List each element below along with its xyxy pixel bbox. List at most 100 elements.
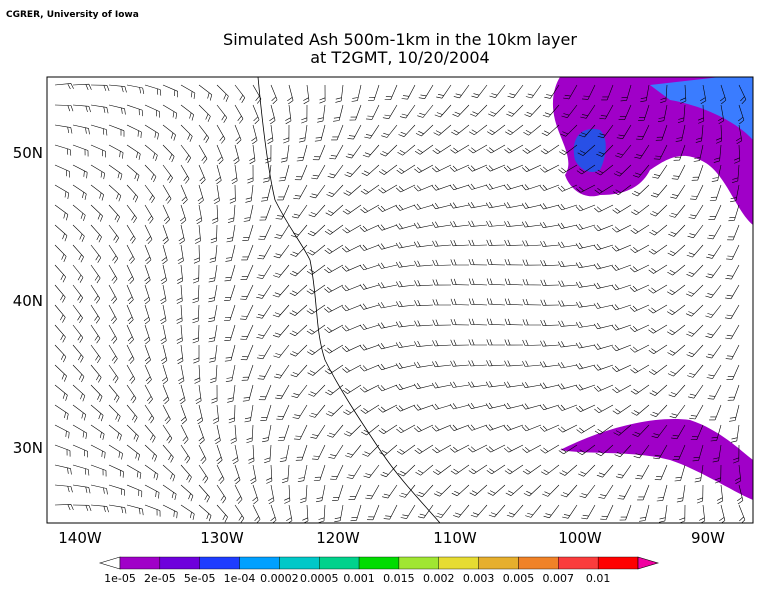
wind-barb	[126, 484, 143, 498]
wind-barb	[180, 104, 194, 121]
wind-barb	[180, 124, 193, 142]
wind-barb	[198, 104, 211, 122]
wind-barb	[126, 124, 142, 139]
wind-barb	[413, 404, 434, 411]
wind-barb	[522, 360, 542, 367]
colorbar-box	[398, 556, 439, 570]
wind-barb	[324, 264, 344, 274]
wind-barb	[330, 464, 344, 480]
wind-barb	[487, 484, 506, 496]
wind-barb	[306, 304, 326, 315]
wind-barb	[432, 259, 452, 266]
wind-barb	[382, 104, 398, 119]
wind-barb	[730, 424, 740, 443]
colorbar-box	[597, 556, 639, 570]
wind-barb	[575, 384, 596, 391]
wind-barb	[108, 224, 119, 244]
wind-barb	[72, 124, 90, 135]
wind-barb	[593, 364, 614, 371]
wind-barb	[72, 144, 89, 157]
wind-barb	[468, 360, 488, 367]
wind-barb	[72, 224, 85, 242]
wind-barb	[108, 464, 124, 478]
wind-barb	[486, 360, 506, 367]
wind-barb	[161, 344, 168, 365]
wind-barb	[54, 384, 68, 401]
wind-barb	[359, 264, 380, 271]
wind-barb	[208, 324, 218, 343]
wind-barb	[630, 364, 650, 374]
wind-barb	[467, 202, 488, 209]
wind-barb	[194, 364, 201, 384]
wind-barb	[252, 484, 259, 505]
wind-barb	[485, 164, 506, 172]
wind-barb	[162, 144, 175, 163]
wind-barb	[215, 164, 222, 185]
wind-barb	[244, 404, 254, 423]
wind-barb	[709, 184, 722, 201]
wind-barb	[399, 104, 416, 119]
wind-barb	[503, 202, 524, 209]
wind-barb	[671, 424, 686, 440]
wind-barb	[504, 360, 524, 367]
wind-barb	[669, 404, 686, 419]
wind-barb	[620, 84, 632, 102]
wind-barb	[54, 224, 68, 242]
wind-barb	[575, 321, 596, 328]
ash-plume-core	[573, 129, 606, 172]
wind-barb	[90, 244, 102, 263]
wind-barb	[198, 484, 210, 503]
wind-barb	[728, 204, 740, 222]
wind-barb	[575, 342, 596, 349]
wind-barb	[342, 204, 362, 215]
colorbar-label: 0.003	[463, 572, 495, 585]
wind-barb	[341, 264, 362, 272]
wind-barb	[275, 384, 290, 400]
wind-barb	[613, 424, 632, 436]
wind-barb	[680, 84, 687, 104]
wind-barb	[197, 184, 204, 205]
wind-barb	[108, 184, 122, 202]
wind-barb	[433, 484, 452, 497]
wind-barb	[648, 244, 668, 255]
wind-barb	[196, 404, 203, 425]
wind-barb	[450, 239, 470, 247]
wind-barb	[72, 364, 85, 383]
wind-barb	[596, 464, 614, 478]
wind-barb	[631, 404, 650, 416]
wind-barb	[576, 424, 596, 434]
wind-barb	[396, 300, 416, 308]
wind-barb	[696, 484, 704, 504]
wind-barb	[413, 203, 434, 210]
wind-barb	[377, 204, 398, 212]
wind-barb	[595, 444, 614, 457]
wind-barb	[176, 284, 183, 304]
wind-barb	[452, 104, 470, 117]
lat-label: 30N	[13, 439, 43, 457]
lon-label: 120W	[316, 529, 360, 547]
wind-barb	[256, 344, 272, 360]
wind-barb	[234, 464, 241, 485]
wind-barb	[227, 384, 236, 403]
wind-barb	[688, 384, 704, 399]
wind-barb	[699, 504, 706, 523]
wind-barb	[342, 364, 362, 373]
wind-barb	[449, 184, 470, 191]
wind-barb	[257, 364, 272, 380]
wind-barb	[414, 144, 434, 155]
wind-barb	[346, 464, 362, 479]
wind-barb	[669, 204, 686, 218]
wind-barb	[558, 164, 578, 174]
wind-barb	[503, 164, 524, 172]
wind-barb	[672, 444, 686, 460]
wind-barb	[216, 104, 228, 123]
wind-barb	[224, 264, 236, 282]
wind-barb	[691, 164, 704, 181]
wind-barb	[209, 344, 218, 363]
wind-barb	[342, 224, 362, 234]
wind-barb	[486, 258, 506, 266]
wind-barb	[72, 104, 91, 113]
wind-barb	[277, 184, 290, 201]
wind-barb	[593, 302, 614, 309]
